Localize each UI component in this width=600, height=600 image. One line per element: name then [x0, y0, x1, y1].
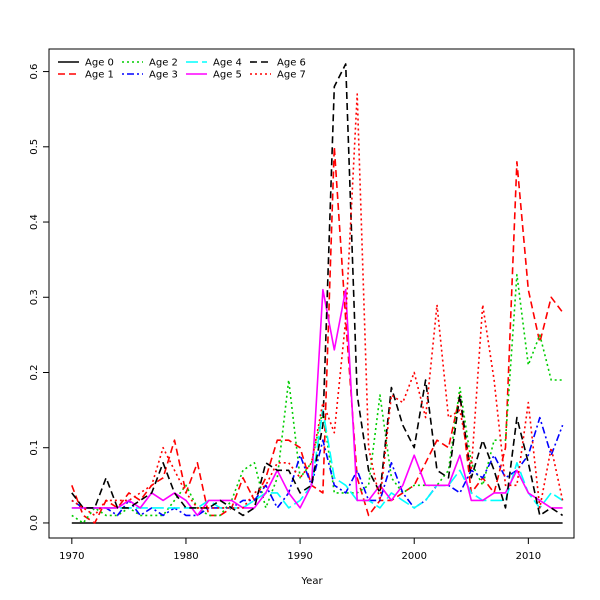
series-line-age-1	[71, 146, 564, 524]
x-tick-label: 1980	[173, 551, 198, 562]
y-tick-label: 0.2	[29, 365, 40, 381]
legend-label: Age 4	[213, 58, 242, 69]
y-tick-label: 0.6	[29, 64, 40, 80]
series-line-age-5	[71, 288, 563, 517]
x-axis: 1970 1980 1990 2000 2010	[59, 537, 541, 562]
series-line-age-6	[71, 63, 564, 517]
x-tick-label: 2010	[516, 551, 541, 562]
y-tick-label: 0.0	[29, 515, 40, 531]
x-tick-label: 2000	[401, 551, 426, 562]
series-line-age-7	[71, 93, 564, 517]
legend-label: Age 1	[85, 70, 114, 81]
y-tick-label: 0.3	[29, 289, 40, 305]
legend-label: Age 6	[277, 58, 306, 69]
y-tick-label: 0.1	[29, 440, 40, 456]
legend-label: Age 5	[213, 70, 242, 81]
y-axis: 0.0 0.1 0.2 0.3 0.4 0.5 0.6	[29, 64, 50, 531]
y-tick-label: 0.4	[29, 214, 40, 230]
legend-label: Age 7	[277, 70, 306, 81]
legend-label: Age 2	[149, 58, 178, 69]
y-tick-label: 0.5	[29, 139, 40, 155]
x-tick-label: 1970	[59, 551, 84, 562]
legend-label: Age 3	[149, 70, 178, 81]
plot-frame	[48, 48, 575, 539]
series-line-age-4	[71, 409, 564, 509]
series-layer	[71, 63, 564, 524]
legend-label: Age 0	[85, 58, 114, 69]
x-tick-label: 1990	[287, 551, 312, 562]
x-axis-title: Year	[300, 576, 323, 587]
series-line-age-3	[71, 416, 564, 517]
